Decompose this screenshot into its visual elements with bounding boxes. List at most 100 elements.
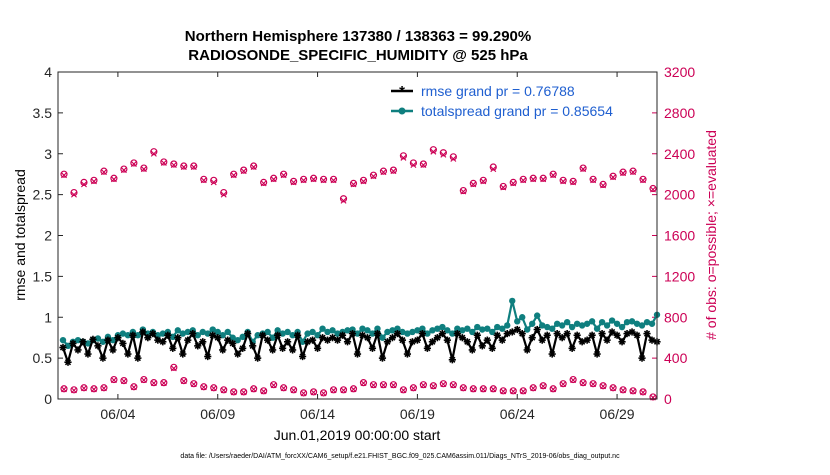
obs-lower-evaluated-marker: [450, 382, 457, 389]
rmse-point: [164, 331, 172, 339]
obs-upper-evaluated-marker: [390, 168, 397, 175]
rmse-point: [259, 331, 267, 339]
rmse-point-stroke: [214, 334, 221, 341]
obs-upper-possible-marker: [369, 171, 378, 179]
rmse-point: [289, 346, 297, 354]
rmse-point-stroke: [209, 332, 216, 339]
obs-lower-evaluated-marker: [380, 382, 387, 389]
totalspread-point: [324, 328, 331, 336]
y-right-tick-label: 0: [664, 391, 672, 407]
rmse-point: [294, 331, 302, 339]
rmse-point-stroke: [279, 345, 286, 352]
obs-upper-evaluated-marker: [270, 176, 277, 183]
rmse-point-stroke: [364, 334, 371, 341]
x-tick-label: 06/29: [600, 406, 635, 422]
rmse-point: [343, 338, 352, 346]
obs-lower-evaluated-marker: [230, 389, 237, 396]
obs-lower-evaluated-marker: [410, 385, 417, 392]
obs-upper-evaluated-marker: [310, 176, 317, 183]
obs-lower-evaluated-marker: [510, 388, 517, 395]
obs-lower-evaluated-marker: [180, 378, 187, 385]
rmse-point-stroke: [349, 330, 356, 337]
rmse-point-stroke: [379, 355, 386, 362]
obs-upper-evaluated-marker: [300, 177, 307, 184]
rmse-point-stroke: [124, 350, 131, 358]
rmse-point: [348, 330, 357, 338]
obs-lower-possible-marker: [509, 387, 517, 395]
rmse-point: [74, 346, 82, 354]
obs-upper-evaluated-marker: [130, 160, 137, 167]
rmse-point: [244, 330, 252, 338]
obs-upper-evaluated-marker: [620, 170, 627, 177]
obs-lower-evaluated-marker: [590, 381, 597, 388]
obs-lower-possible-marker: [569, 375, 577, 384]
obs-upper-possible-marker: [429, 146, 437, 154]
rmse-point: [513, 325, 521, 334]
obs-upper-evaluated-marker: [440, 151, 447, 158]
rmse-point-stroke: [174, 334, 181, 341]
rmse-point: [269, 346, 277, 354]
obs-lower-possible-marker: [200, 383, 208, 391]
rmse-point: [264, 336, 272, 344]
obs-upper-evaluated-marker: [640, 177, 647, 184]
rmse-point: [528, 334, 536, 342]
obs-upper-evaluated-marker: [220, 191, 227, 198]
rmse-point-stroke: [99, 355, 107, 362]
rmse-series: [59, 325, 661, 367]
obs-lower-evaluated-marker: [70, 387, 77, 394]
obs-lower-possible-marker: [579, 379, 587, 387]
obs-lower-possible-marker: [379, 381, 388, 389]
obs-lower-evaluated-marker: [130, 384, 137, 391]
x-axis-ticks: 06/04 06/09 06/14 06/19 06/24 06/29: [100, 72, 635, 422]
obs-upper-possible-marker: [359, 176, 368, 184]
totalspread-point: [623, 318, 631, 326]
totalspread-point: [219, 332, 226, 339]
obs-upper-possible-marker: [299, 175, 308, 183]
rmse-point: [443, 336, 451, 344]
obs-upper-possible-marker: [629, 167, 637, 175]
obs-upper-possible-marker: [290, 177, 298, 185]
y-right-tick-label: 3200: [664, 64, 695, 80]
obs-upper-possible-marker: [559, 176, 567, 184]
obs-lower-possible-marker: [629, 387, 637, 395]
obs-lower-possible-marker: [469, 385, 477, 393]
rmse-point-stroke: [394, 330, 401, 337]
totalspread-point: [434, 325, 441, 332]
obs-upper-evaluated-marker: [200, 177, 207, 184]
obs-upper-evaluated-marker: [450, 155, 457, 162]
obs-lower-possible-marker: [459, 384, 467, 392]
rmse-point-stroke: [598, 330, 606, 337]
rmse-point-stroke: [449, 356, 456, 363]
legend-box: [387, 79, 649, 121]
x-tick-label: 06/14: [300, 406, 335, 422]
obs-upper-possible-marker: [499, 182, 507, 191]
obs-upper-possible-marker: [280, 170, 288, 178]
rmse-point: [249, 342, 257, 350]
rmse-point: [553, 330, 561, 338]
obs-lower-evaluated-marker: [320, 390, 327, 397]
rmse-point: [64, 358, 72, 366]
totalspread-point: [229, 334, 236, 341]
y-left-tick-label: 1: [44, 309, 52, 325]
rmse-point-stroke: [269, 346, 276, 354]
obs-lower-possible-marker: [150, 379, 158, 387]
totalspread-point: [548, 325, 556, 332]
rmse-point-stroke: [319, 334, 326, 341]
obs-lower-evaluated-marker: [550, 386, 557, 393]
rmse-point: [179, 350, 187, 358]
obs-upper-evaluated-marker: [190, 164, 197, 171]
obs-lower-evaluated-marker: [330, 387, 337, 394]
obs-upper-evaluated-marker: [340, 197, 347, 204]
rmse-point: [608, 328, 616, 336]
obs-lower-evaluated-marker: [460, 385, 467, 392]
obs-lower-possible-marker: [559, 380, 567, 388]
obs-lower-possible-marker: [180, 377, 188, 385]
rmse-point: [139, 328, 147, 336]
obs-upper-possible-marker: [589, 175, 597, 183]
totalspread-point: [289, 332, 296, 339]
obs-lower-possible-marker: [190, 380, 198, 388]
rmse-point-stroke: [359, 332, 366, 339]
obs-upper-possible-marker: [469, 179, 477, 187]
y-left-tick-label: 3: [44, 146, 52, 162]
obs-lower-possible-marker: [419, 381, 427, 389]
